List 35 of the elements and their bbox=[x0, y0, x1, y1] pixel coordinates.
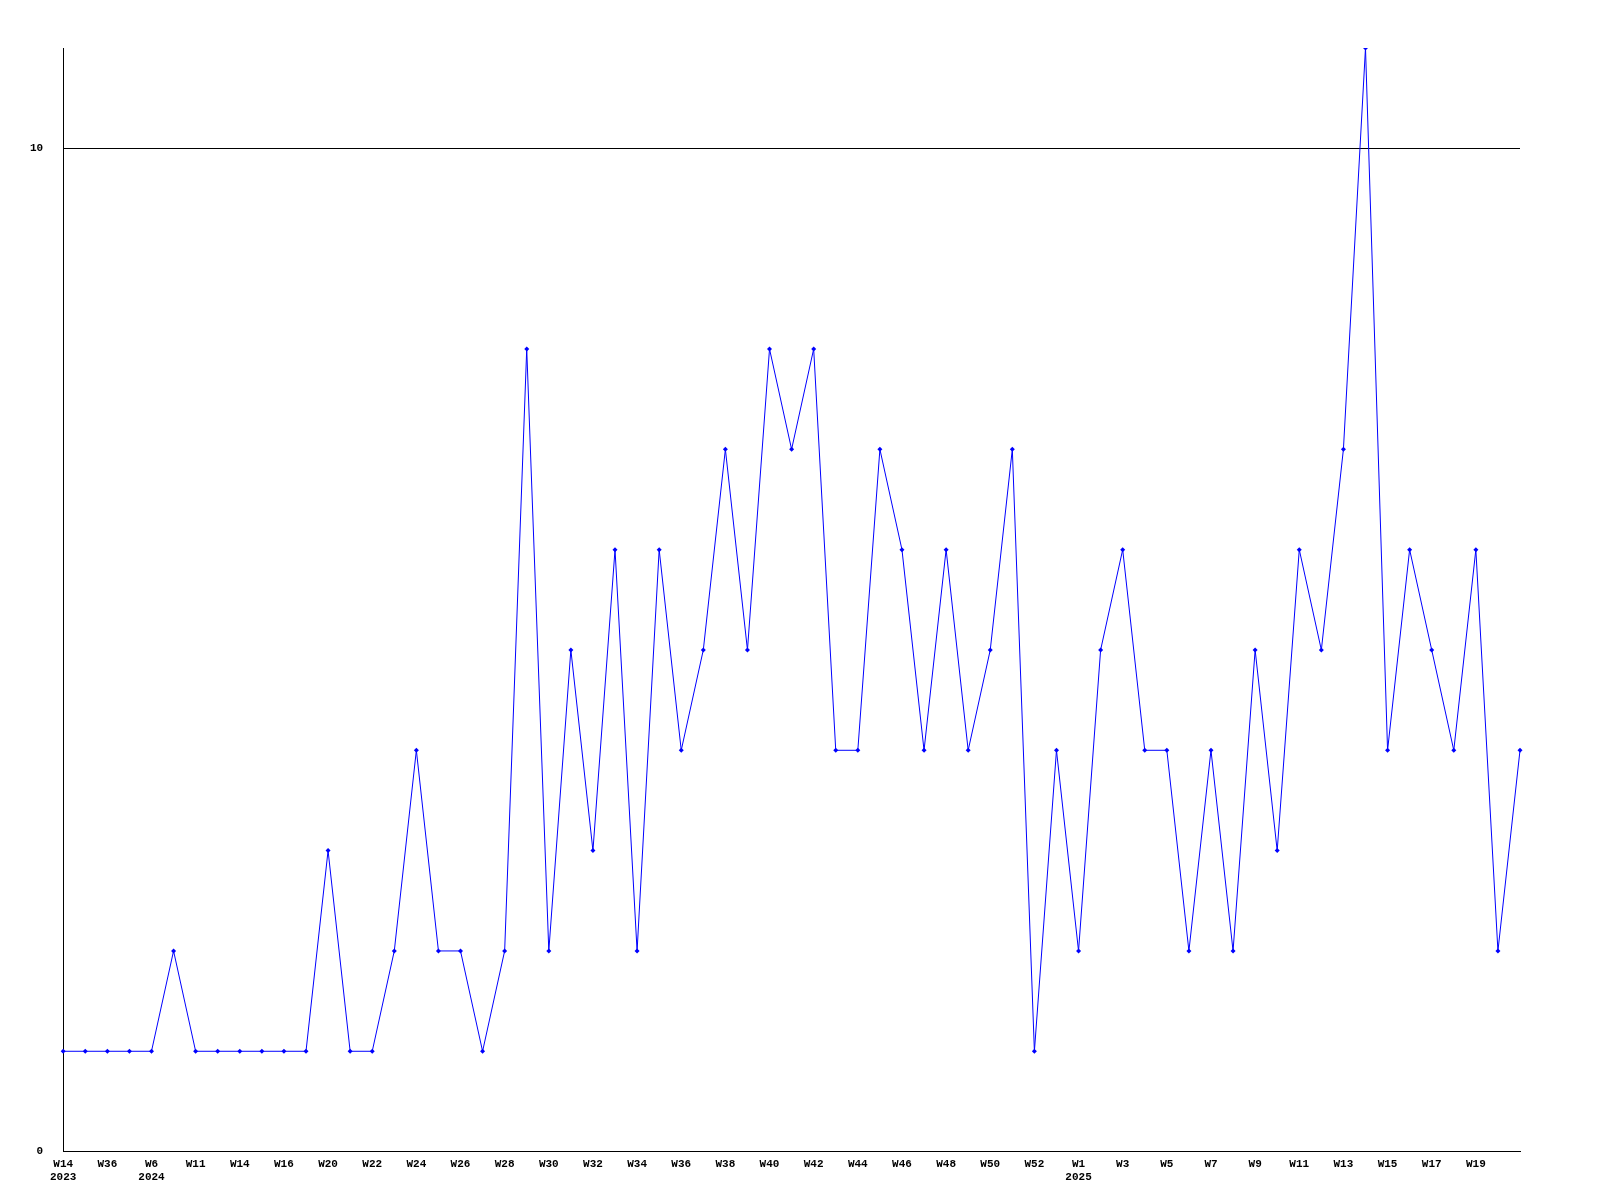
x-tick-label: W42 bbox=[803, 1157, 824, 1170]
x-tick-label: W38 bbox=[715, 1157, 736, 1170]
x-tick-label: W6 2024 bbox=[138, 1157, 166, 1184]
x-tick-label: W34 bbox=[627, 1157, 648, 1170]
x-tick-label: W11 bbox=[185, 1157, 206, 1170]
x-tick-label: W36 bbox=[671, 1157, 692, 1170]
x-tick-label: W22 bbox=[362, 1157, 383, 1170]
x-tick-label: W52 bbox=[1024, 1157, 1045, 1170]
x-tick-label: W20 bbox=[318, 1157, 338, 1170]
x-tick-label: W24 bbox=[406, 1157, 427, 1170]
x-tick-label: W3 bbox=[1116, 1157, 1130, 1170]
x-tick-label: W26 bbox=[450, 1157, 471, 1170]
x-tick-label: W16 bbox=[274, 1157, 294, 1170]
x-tick-label: W50 bbox=[980, 1157, 1001, 1170]
x-tick-label: W11 bbox=[1289, 1157, 1310, 1170]
x-tick-label: W44 bbox=[847, 1157, 869, 1170]
x-tick-label: W14 bbox=[229, 1157, 251, 1170]
x-tick-label: W32 bbox=[583, 1157, 603, 1170]
x-tick-label: W1 2025 bbox=[1065, 1157, 1093, 1184]
x-tick-label: W30 bbox=[538, 1157, 559, 1170]
x-tick-label: W7 bbox=[1204, 1157, 1218, 1170]
x-tick-label: W40 bbox=[759, 1157, 780, 1170]
x-tick-label: W46 bbox=[892, 1157, 912, 1170]
y-tick-label: 0 bbox=[36, 1145, 44, 1158]
x-tick-label: W17 bbox=[1421, 1157, 1442, 1170]
x-tick-label: W19 bbox=[1465, 1157, 1486, 1170]
x-tick-label: W48 bbox=[936, 1157, 957, 1170]
x-tick-label: W36 bbox=[97, 1157, 118, 1170]
x-tick-label: W15 bbox=[1377, 1157, 1398, 1170]
x-tick-label: W9 bbox=[1248, 1157, 1262, 1170]
x-tick-label: W14 2023 bbox=[50, 1157, 77, 1184]
y-tick-label: 10 bbox=[30, 142, 44, 155]
x-tick-label: W13 bbox=[1333, 1157, 1354, 1170]
x-tick-label: W5 bbox=[1160, 1157, 1174, 1170]
x-tick-label: W28 bbox=[494, 1157, 515, 1170]
